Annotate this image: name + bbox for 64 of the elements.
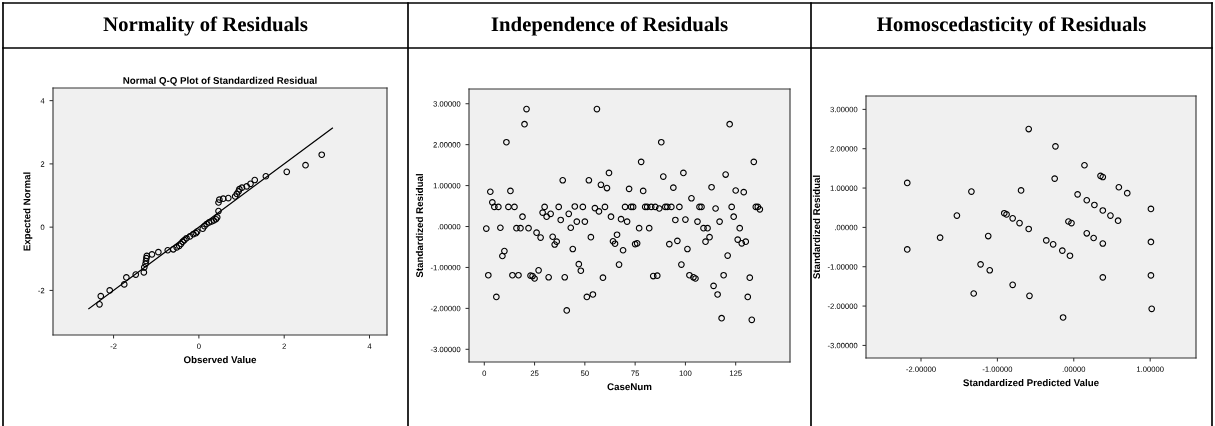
point [251,176,259,184]
point [318,151,326,159]
point [1091,201,1098,209]
point [970,290,978,297]
point [120,281,128,288]
y-axis-title: Expected Normal [23,172,33,251]
point [1052,143,1059,150]
x-axis-title: Observed Value [183,356,257,364]
point [97,292,105,300]
point [132,271,140,278]
point [1114,217,1122,225]
point [1083,196,1091,204]
point [1059,314,1067,321]
point [1049,240,1057,248]
point [106,287,114,294]
point [1009,215,1016,222]
point [1066,252,1074,260]
point [1074,191,1081,198]
point [283,168,291,176]
point [96,300,103,308]
chart-subtitle: Normal Q-Q Plot of Standardized Residual [123,76,317,86]
point [1099,240,1107,247]
point [1090,234,1097,242]
point [977,261,984,268]
point [986,266,994,274]
point [224,194,232,202]
point [953,212,961,219]
point [1058,247,1066,254]
point [1099,274,1107,281]
x-axis-title: CaseNum [607,383,652,391]
y-axis-title: Standardized Residual [415,174,424,278]
point [1123,189,1131,197]
chart-title: Homoscedasticity of Residuals [877,16,1146,36]
point [1017,187,1025,194]
point [1025,225,1033,233]
point [1009,281,1016,289]
point [1025,125,1033,133]
point [984,232,992,240]
point [262,172,270,180]
point [155,248,162,256]
point [903,179,911,187]
point [968,188,975,195]
point [1099,207,1107,214]
x-axis-title: Standardized Predicted Value [963,379,1099,387]
point [1115,183,1123,191]
y-axis-title: Standardized Residual [812,175,821,279]
point [1051,175,1059,182]
point [123,274,130,281]
point [302,161,309,169]
point [215,207,222,215]
point [1107,212,1114,219]
point [186,232,194,240]
point [1081,161,1088,169]
point [1083,229,1091,237]
chart-title: Independence of Residuals [491,16,728,36]
point [1148,305,1156,313]
point [1016,219,1023,227]
chart-title: Normality of Residuals [103,16,308,36]
point [148,251,156,258]
point [1042,237,1050,244]
point [1026,292,1033,300]
point [903,246,911,253]
point [936,234,944,241]
point [1147,272,1155,279]
